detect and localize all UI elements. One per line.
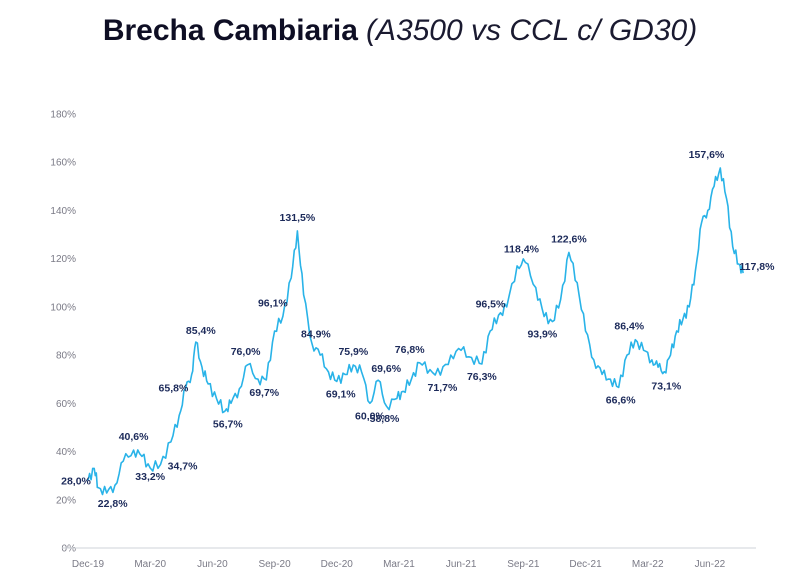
- data-label: 71,7%: [428, 382, 458, 394]
- x-tick-label: Mar-20: [134, 559, 166, 570]
- y-tick-label: 80%: [56, 351, 76, 362]
- data-label: 33,2%: [135, 471, 165, 483]
- data-label: 131,5%: [280, 212, 316, 224]
- x-tick-label: Dec-20: [321, 559, 354, 570]
- data-label: 28,0%: [61, 475, 91, 487]
- data-label: 75,9%: [338, 346, 368, 358]
- data-label: 118,4%: [504, 244, 540, 256]
- data-label: 65,8%: [159, 382, 189, 394]
- x-tick-label: Mar-22: [632, 559, 664, 570]
- data-label: 122,6%: [551, 233, 587, 245]
- data-label: 96,1%: [258, 297, 288, 309]
- y-tick-label: 100%: [50, 302, 76, 313]
- data-label: 73,1%: [651, 381, 681, 393]
- title-main: Brecha Cambiaria: [102, 14, 358, 47]
- x-tick-label: Sep-21: [507, 559, 540, 570]
- x-tick-label: Jun-22: [695, 559, 726, 570]
- data-label: 93,9%: [527, 329, 557, 341]
- data-label: 76,8%: [395, 344, 425, 356]
- data-label: 40,6%: [119, 431, 149, 443]
- y-tick-label: 60%: [56, 399, 76, 410]
- y-tick-label: 120%: [50, 254, 76, 265]
- y-tick-label: 140%: [50, 206, 76, 217]
- x-tick-label: Dec-21: [569, 559, 602, 570]
- data-label: 76,3%: [467, 371, 497, 383]
- y-tick-label: 20%: [56, 495, 76, 506]
- y-tick-label: 160%: [50, 158, 76, 169]
- data-label: 56,7%: [213, 418, 243, 430]
- data-labels: 28,0% 22,8% 40,6% 33,2%34,7% 65,8% 85,4% 56,7%…: [61, 149, 775, 510]
- x-tick-label: Jun-21: [446, 559, 477, 570]
- data-label: 84,9%: [301, 328, 331, 340]
- chart-title: Brecha Cambiaria (A3500 vs CCL c/ GD30): [0, 14, 800, 48]
- data-label: 34,7%: [168, 460, 198, 472]
- y-axis-ticks: 0% 20% 40% 60% 80% 100% 120% 140% 160% 180%: [50, 110, 76, 555]
- data-label: 66,6%: [606, 394, 636, 406]
- data-label: 58,8%: [370, 413, 400, 425]
- data-label: 157,6%: [689, 149, 725, 161]
- x-tick-label: Sep-20: [258, 559, 291, 570]
- data-label: 22,8%: [98, 498, 128, 510]
- data-label: 85,4%: [186, 325, 216, 337]
- data-label: 117,8%: [739, 261, 775, 273]
- title-subtitle: (A3500 vs CCL c/ GD30): [365, 14, 698, 47]
- data-label: 76,0%: [231, 346, 261, 358]
- y-tick-label: 180%: [50, 110, 76, 121]
- x-tick-label: Jun-20: [197, 559, 228, 570]
- x-tick-label: Dec-19: [72, 559, 105, 570]
- data-label: 60,0%: [355, 410, 385, 422]
- data-label: 69,6%: [371, 363, 401, 375]
- data-label: 69,7%: [249, 387, 279, 399]
- y-tick-label: 40%: [56, 447, 76, 458]
- y-tick-label: 0%: [62, 544, 77, 555]
- data-label: 86,4%: [614, 321, 644, 333]
- data-label: 69,1%: [326, 388, 356, 400]
- x-tick-label: Mar-21: [383, 559, 415, 570]
- x-axis-ticks: Dec-19 Mar-20 Jun-20 Sep-20 Dec-20 Mar-21 Jun-…: [72, 559, 726, 570]
- series-line-brecha: [87, 167, 744, 496]
- data-label: 96,5%: [476, 298, 506, 310]
